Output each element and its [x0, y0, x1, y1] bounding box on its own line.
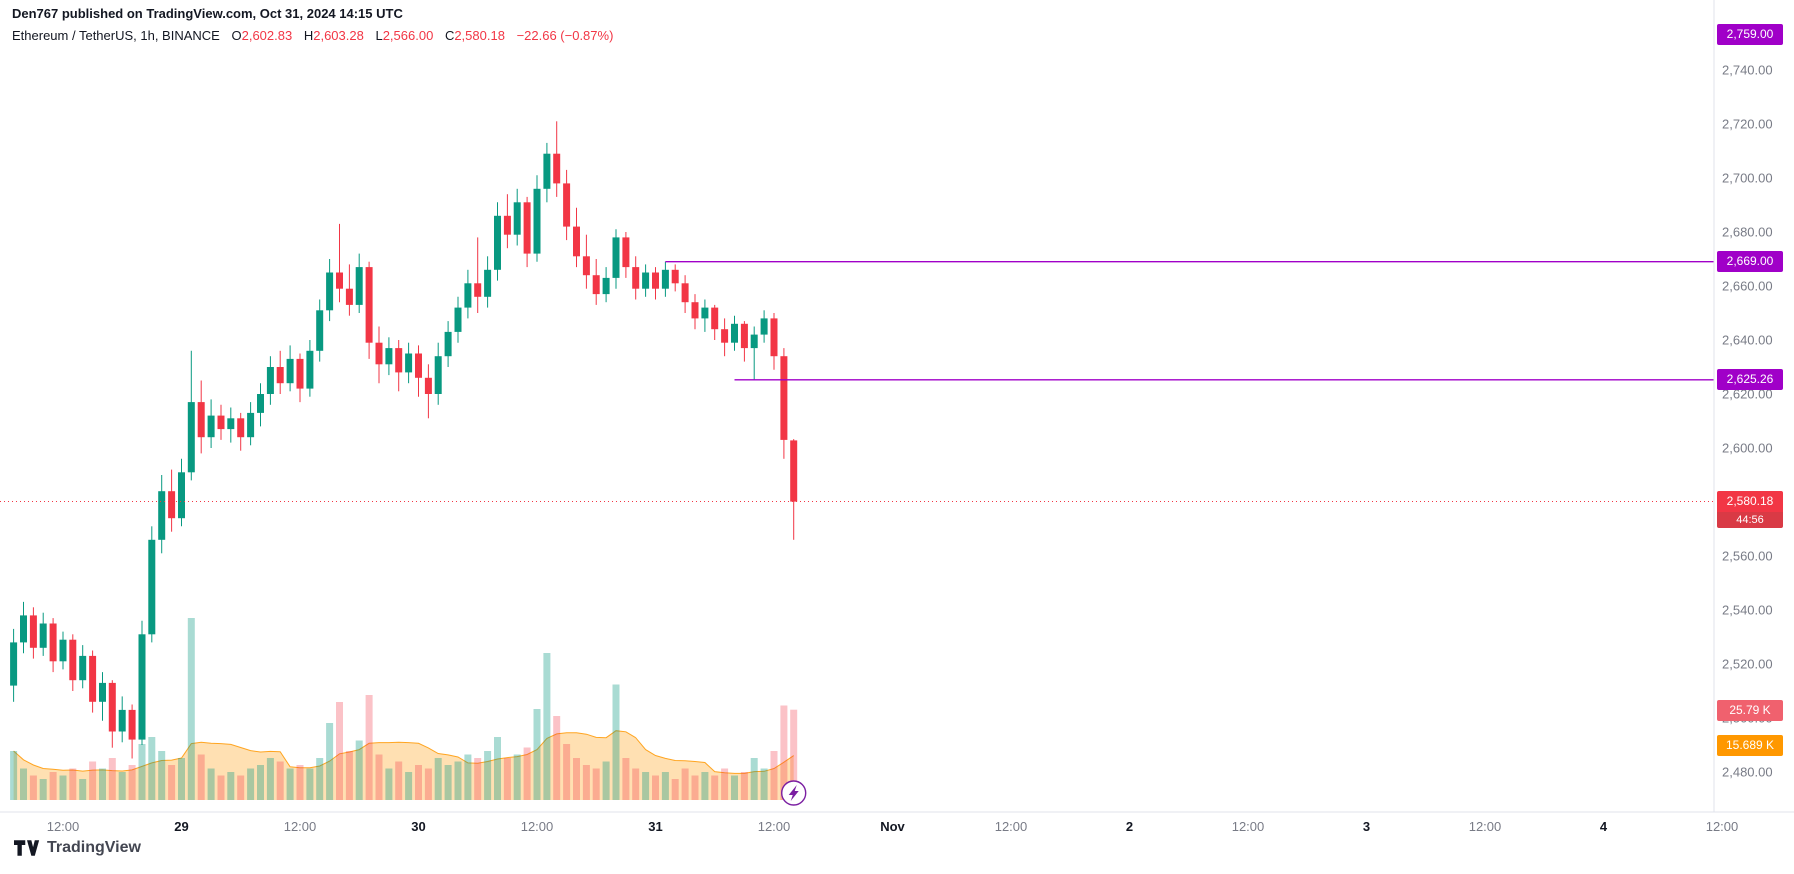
svg-text:12:00: 12:00: [1232, 819, 1265, 834]
ohlc-low-value: 2,566.00: [382, 28, 434, 43]
svg-text:29: 29: [174, 819, 188, 834]
price-line-label-resistance[interactable]: 2,669.00: [1717, 251, 1783, 272]
tradingview-logo-text: TradingView: [47, 839, 141, 856]
attribution-line: Den767 published on TradingView.com, Oct…: [12, 6, 403, 21]
volume-ma-area: [13, 730, 794, 800]
price-line-label-upper[interactable]: 2,759.00: [1717, 24, 1783, 45]
last-price-value: 2,580.18: [1717, 491, 1783, 512]
candlesticks: [10, 121, 798, 759]
svg-text:30: 30: [411, 819, 425, 834]
svg-text:12:00: 12:00: [521, 819, 554, 834]
svg-text:31: 31: [648, 819, 662, 834]
svg-text:2,480.00: 2,480.00: [1722, 765, 1773, 780]
svg-text:2,540.00: 2,540.00: [1722, 603, 1773, 618]
change-value: −22.66 (−0.87%): [516, 28, 614, 43]
svg-text:2,600.00: 2,600.00: [1722, 441, 1773, 456]
ohlc-close-label: C: [444, 28, 455, 43]
svg-text:Nov: Nov: [880, 819, 905, 834]
svg-text:2,660.00: 2,660.00: [1722, 279, 1773, 294]
svg-text:12:00: 12:00: [995, 819, 1028, 834]
symbol-title[interactable]: Ethereum / TetherUS, 1h, BINANCE: [12, 28, 220, 43]
svg-text:4: 4: [1600, 819, 1608, 834]
volume-ma-value-label: 15.689 K: [1717, 735, 1783, 756]
svg-text:3: 3: [1363, 819, 1370, 834]
ohlc-high-label: H: [303, 28, 314, 43]
svg-text:12:00: 12:00: [758, 819, 791, 834]
svg-text:12:00: 12:00: [1469, 819, 1502, 834]
ohlc-open-value: 2,602.83: [241, 28, 293, 43]
svg-text:2,560.00: 2,560.00: [1722, 549, 1773, 564]
horizontal-line-tools[interactable]: [665, 261, 1714, 381]
volume-value-label: 25.79 K: [1717, 700, 1783, 721]
svg-text:12:00: 12:00: [284, 819, 317, 834]
symbol-legend: Ethereum / TetherUS, 1h, BINANCE O2,602.…: [12, 28, 613, 43]
ohlc-close-value: 2,580.18: [454, 28, 505, 43]
svg-text:2,520.00: 2,520.00: [1722, 657, 1773, 672]
volume-bars: [10, 618, 798, 800]
svg-text:2,720.00: 2,720.00: [1722, 117, 1773, 132]
axes[interactable]: 2,740.00 2,720.00 2,700.00 2,680.00 2,660.00…: [0, 0, 1794, 834]
ohlc-high-value: 2,603.28: [313, 28, 364, 43]
ohlc-open-label: O: [231, 28, 242, 43]
price-line-label-support[interactable]: 2,625.26: [1717, 369, 1783, 390]
svg-text:2,680.00: 2,680.00: [1722, 225, 1773, 240]
svg-text:2,740.00: 2,740.00: [1722, 63, 1773, 78]
svg-text:12:00: 12:00: [1706, 819, 1739, 834]
lightning-marker-icon[interactable]: [781, 780, 807, 806]
bar-countdown: 44:56: [1717, 512, 1783, 528]
tradingview-logo-icon: [14, 840, 40, 856]
svg-text:2,620.00: 2,620.00: [1722, 387, 1773, 402]
svg-text:2,640.00: 2,640.00: [1722, 333, 1773, 348]
tradingview-logo[interactable]: TradingView: [14, 838, 141, 858]
svg-text:2: 2: [1126, 819, 1133, 834]
ohlc-low-label: L: [375, 28, 383, 43]
svg-text:2,700.00: 2,700.00: [1722, 171, 1773, 186]
svg-text:12:00: 12:00: [47, 819, 80, 834]
last-price-label: 2,580.18 44:56: [1717, 491, 1783, 528]
